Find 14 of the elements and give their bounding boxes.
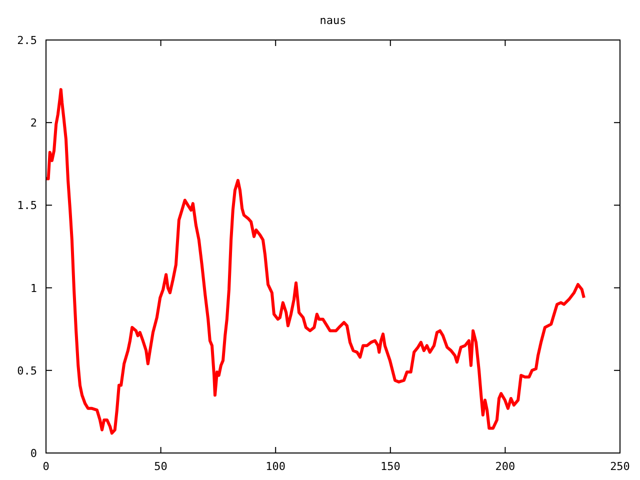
y-tick-label: 0.5 xyxy=(17,364,37,378)
x-tick-label: 250 xyxy=(610,460,630,473)
y-tick-label: 1 xyxy=(30,282,37,295)
y-tick-label: 0 xyxy=(30,447,37,460)
y-tick-label: 2.5 xyxy=(17,34,37,47)
chart-title: naus xyxy=(320,14,346,27)
y-tick-label: 1.5 xyxy=(17,199,37,212)
x-tick-label: 200 xyxy=(495,460,516,473)
x-tick-label: 150 xyxy=(380,460,400,473)
x-tick-label: 0 xyxy=(42,460,50,473)
y-tick-label: 2 xyxy=(30,116,37,130)
line-series xyxy=(44,88,586,435)
x-tick-label: 50 xyxy=(154,460,168,473)
x-tick-label: 100 xyxy=(266,460,286,473)
